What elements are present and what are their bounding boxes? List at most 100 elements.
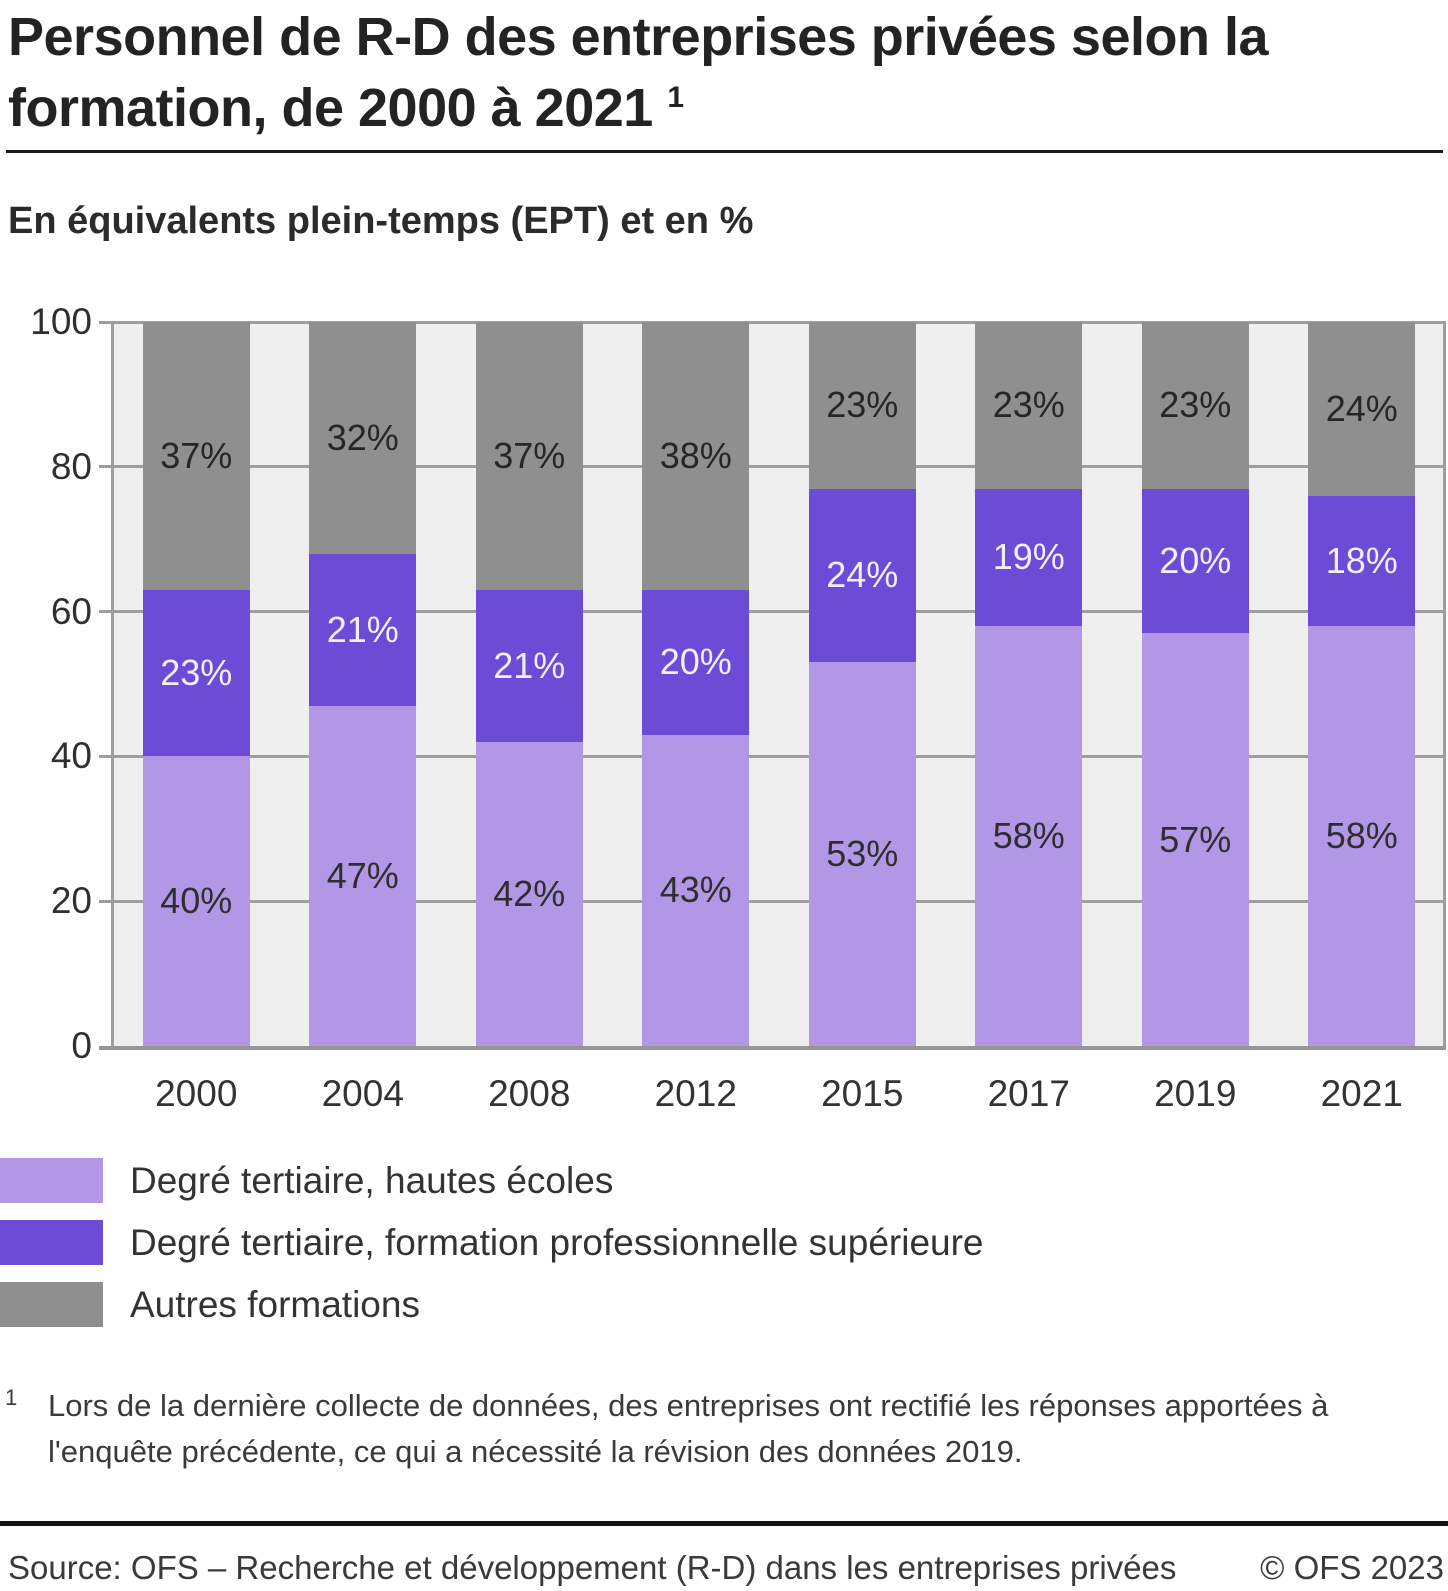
gridline-100	[113, 320, 1446, 324]
bar-segment-2012-series2: 20%	[642, 589, 750, 735]
legend-item-2: Degré tertiaire, formation professionnel…	[0, 1220, 984, 1265]
bar-2017: 58% 19% 23%	[975, 322, 1083, 1046]
bar-2021: 58% 18% 24%	[1308, 322, 1416, 1046]
gridline-60	[113, 610, 1446, 614]
chart-title-line1: Personnel de R-D des entreprises privées…	[8, 7, 1269, 67]
x-axis-label-2012: 2012	[654, 1073, 737, 1114]
bar-segment-2019-series3: 23%	[1141, 322, 1249, 489]
bar-value-label: 57%	[1159, 818, 1232, 860]
bar-segment-2017-series3: 23%	[975, 322, 1083, 489]
bar-value-label: 19%	[992, 536, 1065, 578]
x-axis-line	[99, 1046, 1446, 1050]
y-axis-label-100: 100	[30, 301, 92, 342]
legend-label: Autres formations	[130, 1283, 420, 1325]
bar-2004: 47% 21% 32%	[309, 322, 417, 1046]
source-text: Source: OFS – Recherche et développement…	[8, 1549, 1177, 1586]
bar-segment-2004-series3: 32%	[309, 322, 417, 554]
bar-2008: 42% 21% 37%	[475, 322, 583, 1046]
bar-value-label: 58%	[992, 815, 1065, 857]
bar-segment-2008-series2: 21%	[475, 589, 583, 742]
bar-2000: 40% 23% 37%	[142, 322, 250, 1046]
chart-subtitle: En équivalents plein-temps (EPT) et en %	[8, 200, 754, 242]
bar-segment-2017-series1: 58%	[975, 626, 1083, 1046]
footnote-marker: 1	[5, 1385, 18, 1410]
bar-segment-2004-series2: 21%	[309, 553, 417, 706]
legend-swatch	[0, 1282, 103, 1327]
bar-value-label: 21%	[493, 644, 566, 686]
bar-value-label: 18%	[1325, 539, 1398, 581]
copyright-text: © OFS 2023	[1260, 1549, 1444, 1586]
y-tick-60	[99, 610, 114, 614]
bar-value-label: 32%	[326, 416, 399, 458]
bar-value-label: 43%	[659, 869, 732, 911]
bar-value-label: 58%	[1325, 815, 1398, 857]
bottom-divider	[0, 1521, 1448, 1526]
x-axis-label-2000: 2000	[155, 1073, 238, 1114]
bar-segment-2008-series3: 37%	[475, 322, 583, 590]
bar-value-label: 24%	[826, 554, 899, 596]
y-tick-40	[99, 754, 114, 758]
y-axis-label-20: 20	[50, 880, 92, 922]
bar-value-label: 23%	[160, 652, 233, 694]
bar-value-label: 47%	[326, 854, 399, 896]
legend-label: Degré tertiaire, hautes écoles	[130, 1159, 614, 1201]
bar-2015: 53% 24% 23%	[808, 322, 916, 1046]
bar-segment-2021-series2: 18%	[1308, 495, 1416, 627]
footnote-text: Lors de la dernière collecte de données,…	[48, 1388, 1329, 1469]
footnote: 1 Lors de la dernière collecte de donnée…	[5, 1383, 1418, 1475]
bar-value-label: 40%	[160, 880, 233, 922]
title-footnote-marker: 1	[667, 81, 684, 115]
x-axis-label-2015: 2015	[821, 1073, 904, 1114]
bar-value-label: 20%	[1159, 539, 1232, 581]
y-axis-line	[111, 322, 114, 1046]
bar-segment-2012-series1: 43%	[642, 734, 750, 1046]
legend-item-1: Degré tertiaire, hautes écoles	[0, 1158, 984, 1203]
bar-value-label: 38%	[659, 434, 732, 476]
bar-segment-2021-series3: 24%	[1308, 322, 1416, 496]
plot-background	[113, 322, 1446, 1046]
bar-segment-2019-series1: 57%	[1141, 633, 1249, 1046]
y-axis-label-40: 40	[50, 735, 92, 777]
y-axis-label-80: 80	[50, 445, 92, 487]
gridline-20	[113, 899, 1446, 903]
bar-value-label: 53%	[826, 833, 899, 875]
bar-value-label: 37%	[160, 434, 233, 476]
bar-segment-2015-series2: 24%	[808, 488, 916, 663]
chart-title-line2: formation, de 2000 à 2021	[8, 78, 653, 139]
title-divider	[6, 150, 1443, 153]
bar-value-label: 23%	[1159, 384, 1232, 426]
legend-swatch	[0, 1158, 103, 1203]
source-row: Source: OFS – Recherche et développement…	[8, 1549, 1444, 1587]
bar-value-label: 24%	[1325, 387, 1398, 429]
bar-segment-2008-series1: 42%	[475, 741, 583, 1046]
bar-2019: 57% 20% 23%	[1141, 322, 1249, 1046]
x-axis-label-2019: 2019	[1154, 1073, 1237, 1114]
x-axis-label-2008: 2008	[488, 1073, 571, 1114]
y-tick-100	[99, 320, 114, 324]
bar-segment-2017-series2: 19%	[975, 488, 1083, 627]
x-axis-label-2017: 2017	[987, 1073, 1070, 1114]
bar-segment-2000-series3: 37%	[142, 322, 250, 590]
y-axis-label-60: 60	[50, 590, 92, 632]
bar-segment-2015-series3: 23%	[808, 322, 916, 489]
y-axis-label-0: 0	[71, 1025, 92, 1066]
bar-value-label: 42%	[493, 872, 566, 914]
bar-value-label: 21%	[326, 608, 399, 650]
legend-item-3: Autres formations	[0, 1282, 984, 1327]
chart-title: Personnel de R-D des entreprises privées…	[8, 2, 1418, 145]
bar-value-label: 20%	[659, 641, 732, 683]
y-tick-80	[99, 465, 114, 469]
bar-segment-2004-series1: 47%	[309, 705, 417, 1046]
legend-swatch	[0, 1220, 103, 1265]
bar-value-label: 23%	[992, 384, 1065, 426]
bar-segment-2000-series1: 40%	[142, 756, 250, 1046]
bar-segment-2012-series3: 38%	[642, 322, 750, 590]
x-axis-label-2021: 2021	[1320, 1073, 1403, 1114]
bar-segment-2021-series1: 58%	[1308, 626, 1416, 1046]
bar-segment-2019-series2: 20%	[1141, 488, 1249, 634]
bar-segment-2015-series1: 53%	[808, 662, 916, 1046]
gridline-80	[113, 465, 1446, 469]
chart-legend: Degré tertiaire, hautes écoles Degré tert…	[0, 1158, 984, 1344]
plot-right-border	[1443, 322, 1446, 1046]
